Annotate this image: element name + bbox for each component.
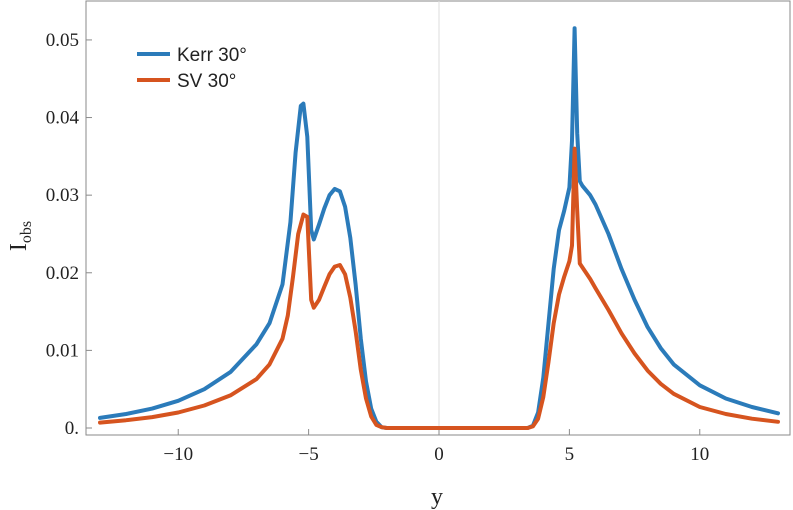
series-layer: [98, 26, 780, 430]
y-axis-label: Iobs: [6, 221, 35, 251]
x-tick-label: 10: [690, 444, 709, 465]
y-axis-label-main: I: [6, 243, 32, 251]
y-tick-label: 0.05: [46, 30, 79, 51]
y-tick-label: 0.03: [46, 185, 79, 206]
y-axis-ticks: 0. 0.01 0.02 0.03 0.04 0.05: [46, 30, 92, 439]
x-axis-ticks: −10 −5 0 5 10: [163, 429, 709, 465]
x-axis-label: y: [431, 484, 443, 510]
legend-label-sv: SV 30°: [177, 71, 236, 92]
plot-frame: [85, 0, 791, 436]
x-tick-label: −10: [163, 444, 193, 465]
y-tick-label: 0.04: [46, 108, 80, 129]
legend: Kerr 30° SV 30°: [137, 45, 247, 92]
y-tick-label: 0.02: [46, 263, 79, 284]
y-tick-label: 0.: [65, 418, 79, 439]
y-tick-label: 0.01: [46, 340, 79, 361]
series-line-sv: [98, 146, 780, 430]
x-tick-label: 5: [565, 444, 575, 465]
y-axis-label-sub: obs: [18, 221, 35, 243]
x-tick-label: 0: [434, 444, 444, 465]
legend-label-kerr: Kerr 30°: [177, 45, 247, 66]
x-tick-label: −5: [299, 444, 319, 465]
